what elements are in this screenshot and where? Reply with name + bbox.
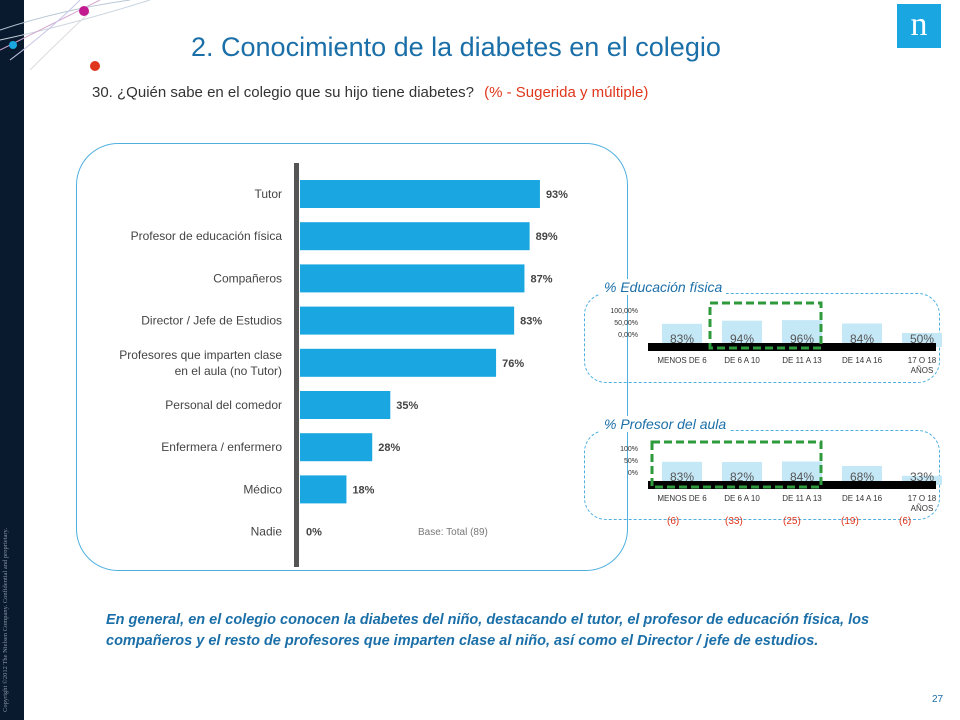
category-label-4: 17 O 18 AÑOS (908, 494, 937, 513)
y-tick-1: 50% (624, 458, 638, 465)
category-label-2: DE 11 A 13 (782, 494, 822, 503)
bar-6 (300, 433, 373, 462)
bar-2 (782, 320, 822, 347)
bar-1 (722, 462, 762, 485)
page-title: 2. Conocimiento de la diabetes en el col… (191, 32, 721, 62)
bar-0 (662, 461, 702, 485)
value-label-1: 89% (536, 231, 558, 243)
sidebar-strip (0, 0, 24, 720)
bar-2 (782, 461, 822, 485)
bar-0 (662, 323, 702, 347)
value-label-3: 83% (520, 316, 542, 328)
category-label-5: Personal del comedor (165, 398, 282, 412)
value-label-0: 93% (546, 189, 568, 201)
value-label-4: 33% (910, 470, 934, 484)
category-label-0: MENOS DE 6 (657, 356, 707, 365)
value-label-3: 68% (850, 470, 874, 484)
category-label-1: DE 6 A 10 (724, 494, 760, 503)
base-label: Base: Total (89) (418, 527, 488, 538)
sample-size-0: (6) (667, 516, 680, 527)
bar-1 (300, 222, 530, 251)
value-label-3: 84% (850, 332, 874, 346)
category-label-8: Nadie (251, 525, 283, 539)
question-subtitle: 30. ¿Quién sabe en el colegio que su hij… (92, 84, 648, 101)
value-label-4: 50% (910, 332, 934, 346)
bar-3 (842, 465, 882, 485)
value-label-0: 83% (670, 470, 694, 484)
sample-size-2: (25) (783, 516, 801, 527)
bar-4 (300, 348, 497, 377)
sample-size-1: (33) (725, 516, 743, 527)
bar-4 (902, 475, 942, 485)
classroom-teacher-title: % Profesor del aula (600, 416, 731, 432)
decorative-lines (0, 0, 151, 71)
bar-5 (300, 391, 391, 419)
value-label-2: 96% (790, 332, 814, 346)
category-label-2: DE 11 A 13 (782, 356, 822, 365)
question-note: (% - Sugerida y múltiple) (484, 84, 649, 101)
sample-size-3: (19) (841, 516, 859, 527)
category-label-1: Profesor de educación física (131, 229, 283, 243)
value-label-2: 87% (530, 273, 552, 285)
highlight-box (708, 301, 823, 350)
category-label-3: DE 14 A 16 (842, 494, 883, 503)
value-label-7: 18% (352, 484, 374, 496)
category-label-3: DE 14 A 16 (842, 356, 883, 365)
value-label-1: 82% (730, 470, 754, 484)
summary-text: En general, en el colegio conocen la dia… (106, 612, 870, 649)
bar-1 (722, 320, 762, 347)
y-tick-0: 100,00% (610, 308, 638, 315)
value-label-4: 76% (502, 358, 524, 370)
value-label-1: 94% (730, 332, 754, 346)
value-label-8: 0% (306, 527, 322, 539)
y-tick-0: 100% (620, 446, 638, 453)
category-label-7: Médico (243, 482, 282, 496)
classroom-teacher-frame (584, 430, 940, 520)
bar-2 (300, 264, 525, 293)
physical-education-title: % Educación física (600, 279, 727, 295)
x-axis (648, 481, 936, 489)
y-tick-2: 0,00% (618, 332, 638, 339)
y-axis (294, 163, 299, 567)
y-tick-2: 0% (628, 470, 638, 477)
bar-7 (300, 475, 347, 504)
sample-size-4: (6) (899, 516, 912, 527)
page-number: 27 (932, 694, 944, 705)
question-text: 30. ¿Quién sabe en el colegio que su hij… (92, 84, 474, 101)
category-label-1: DE 6 A 10 (724, 356, 760, 365)
category-label-2: Compañeros (213, 271, 282, 285)
value-label-0: 83% (670, 332, 694, 346)
y-tick-1: 50,00% (614, 320, 638, 327)
value-label-2: 84% (790, 470, 814, 484)
category-label-4: Profesores que imparten clase en el aula … (119, 348, 282, 378)
bar-3 (842, 323, 882, 347)
highlight-box (650, 440, 823, 489)
bar-3 (300, 306, 515, 335)
value-label-6: 28% (378, 442, 400, 454)
category-label-6: Enfermera / enfermero (161, 440, 282, 454)
category-label-0: Tutor (254, 187, 282, 201)
category-label-4: 17 O 18 AÑOS (908, 356, 937, 375)
nielsen-logo: n (897, 4, 941, 48)
main-chart-frame (76, 143, 628, 571)
value-label-5: 35% (396, 400, 418, 412)
category-label-3: Director / Jefe de Estudios (141, 314, 282, 328)
bar-0 (300, 180, 540, 208)
category-label-0: MENOS DE 6 (657, 494, 707, 503)
